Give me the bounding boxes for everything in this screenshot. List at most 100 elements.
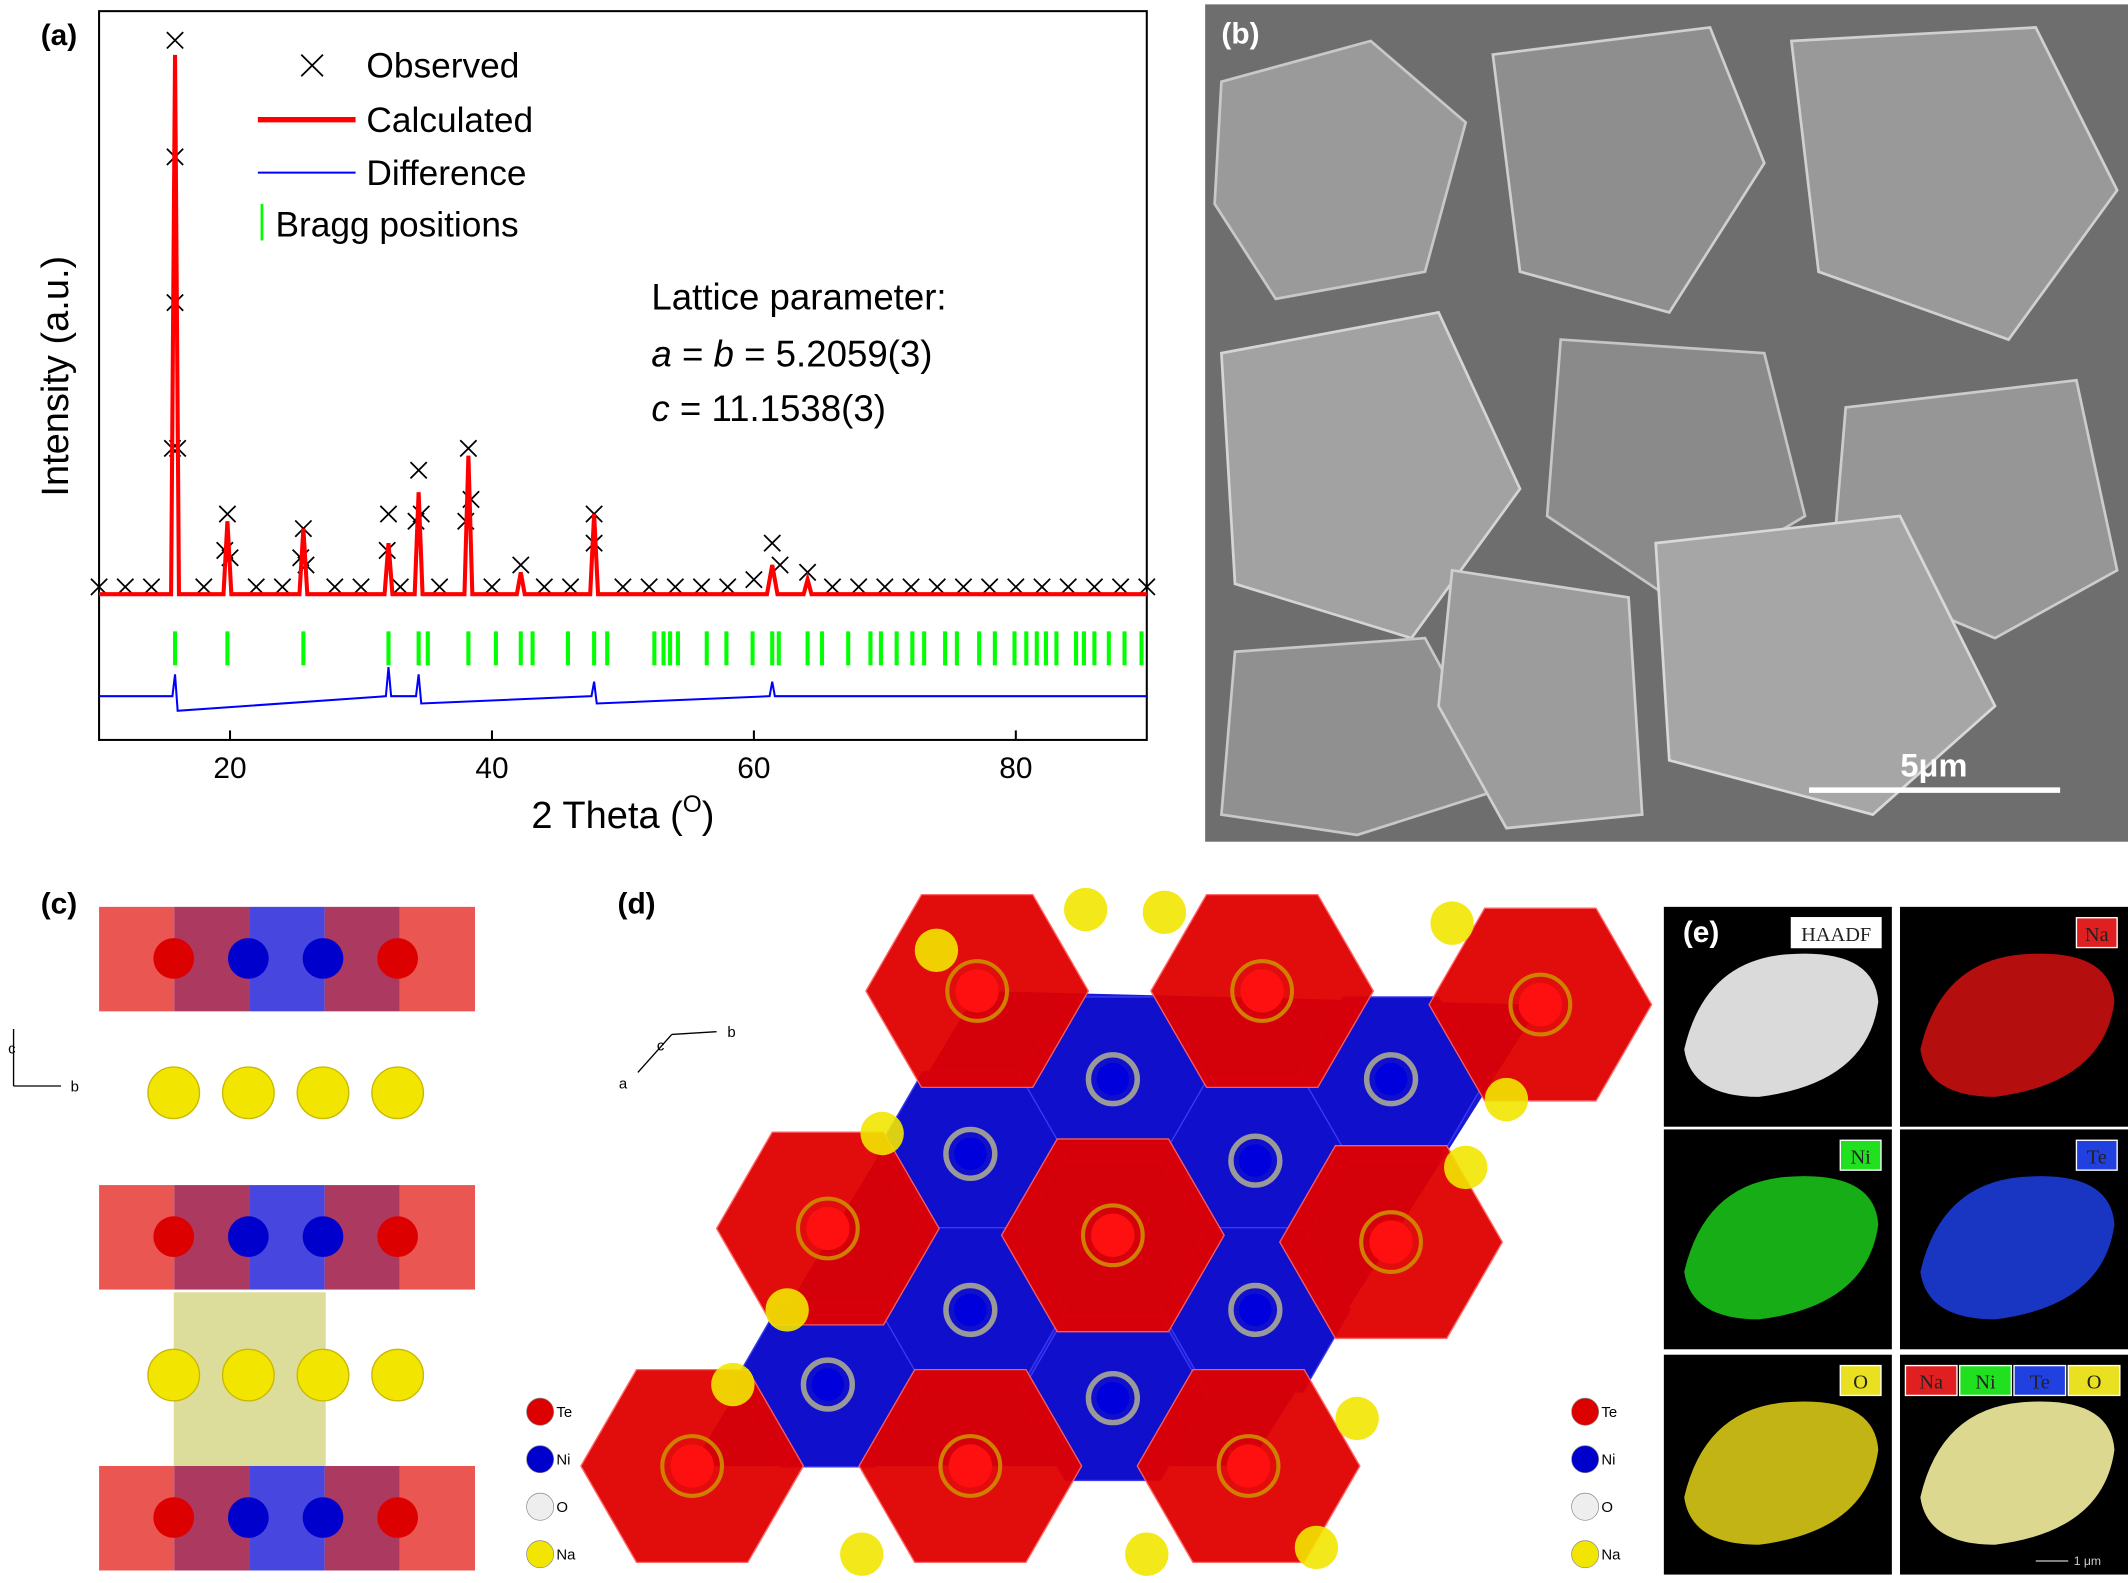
ni-atom — [1096, 1062, 1130, 1096]
ni-atom — [1239, 1144, 1272, 1177]
symbol-c: c — [651, 388, 669, 429]
plot-frame — [98, 10, 1148, 741]
legend-symbol — [300, 53, 324, 77]
map-label: O — [1853, 1372, 1868, 1394]
te-atom — [1518, 982, 1563, 1027]
particle — [1219, 636, 1509, 837]
atom — [302, 938, 344, 979]
x-axis-label-end: ) — [702, 795, 715, 837]
symbol-a: a — [651, 334, 671, 375]
atom — [302, 1216, 344, 1257]
scale-bar-label: 1 μm — [2074, 1554, 2101, 1568]
ring — [800, 1357, 855, 1412]
ring — [795, 1196, 860, 1261]
legend-label: Te — [556, 1404, 572, 1421]
map-label-box — [1839, 1364, 1882, 1397]
annotation-c: c = 11.1538(3) — [651, 388, 886, 429]
atom — [377, 1497, 418, 1538]
chart: 20 40 60 80 Observed Calculated Difference Brag… — [90, 10, 1156, 785]
eds-particle — [1684, 953, 1879, 1097]
scale-bar-label: 5μm — [1900, 748, 1967, 784]
ring — [943, 1126, 998, 1181]
ring — [938, 1434, 1003, 1498]
atom — [302, 1497, 344, 1538]
na-atom — [147, 1348, 201, 1402]
axis-label: a — [619, 1076, 628, 1093]
panel-label: (e) — [1683, 916, 1719, 949]
panel-label: (a) — [41, 19, 77, 52]
overlay-label-box — [2067, 1364, 2121, 1397]
map-label: Ni — [1850, 1146, 1871, 1168]
legend-label: Ni — [1601, 1452, 1615, 1469]
overlay-label-box — [2013, 1364, 2067, 1397]
equals: = — [672, 334, 714, 375]
legend-atom — [526, 1445, 555, 1474]
na-atom — [1142, 890, 1187, 934]
atom — [153, 938, 195, 979]
ring — [1085, 1052, 1140, 1107]
atom — [377, 1216, 418, 1257]
y-axis-label: Intensity (a.u.) — [35, 256, 77, 497]
na-atom — [296, 1066, 350, 1120]
legend-atom — [1571, 1397, 1600, 1426]
legend-label: Observed — [366, 47, 519, 86]
axis-label: c — [657, 1038, 665, 1055]
series-line — [99, 666, 1147, 712]
observed-point — [459, 439, 478, 458]
x-axis-label: 2 Theta (O) — [531, 791, 714, 837]
atom — [228, 1497, 269, 1538]
ring — [943, 1282, 998, 1338]
overlay-label-box — [1959, 1364, 2012, 1397]
na-atom — [1335, 1396, 1379, 1441]
ring — [660, 1434, 725, 1498]
map-label: HAADF — [1801, 924, 1871, 946]
eds-maps: HAADF Na Ni Te O Na Ni Te O 1 μm (e) — [1663, 906, 2128, 1583]
na-atom — [1430, 901, 1474, 945]
te-atom — [1091, 1213, 1135, 1257]
panel-label: (d) — [618, 888, 656, 921]
ring — [1228, 1133, 1283, 1188]
map-label-box — [1790, 917, 1882, 949]
na-atom — [296, 1348, 350, 1402]
ring — [1359, 1210, 1423, 1274]
x-tick-label: 80 — [999, 752, 1032, 785]
particle — [1654, 514, 1997, 817]
observed-point — [512, 556, 530, 574]
ring — [1080, 1203, 1145, 1268]
map-label-box — [1839, 1139, 1882, 1171]
axis-label: b — [727, 1024, 735, 1041]
x-tick-label: 40 — [475, 752, 508, 785]
annotation-title: Lattice parameter: — [651, 277, 946, 318]
na-atom — [1064, 887, 1108, 932]
te-atom — [806, 1206, 850, 1251]
legend-label: Difference — [366, 154, 526, 193]
eds-particle — [1920, 1176, 2115, 1320]
observed-point — [166, 31, 184, 50]
te-atom — [1226, 1444, 1271, 1488]
legend-label: O — [1601, 1499, 1613, 1516]
ring — [1230, 959, 1295, 1023]
observed-point — [763, 534, 781, 552]
atom — [228, 938, 269, 979]
atom — [228, 1216, 269, 1257]
na-atom — [221, 1348, 275, 1402]
na-atom — [221, 1066, 275, 1120]
na-atom — [371, 1348, 425, 1402]
na-atom — [1294, 1525, 1339, 1570]
ni-atom — [954, 1137, 987, 1171]
x-tick-label: 20 — [213, 752, 246, 785]
structure-top-view: (d) b c a Te Ni O Na — [580, 887, 1653, 1576]
ni-atom — [811, 1368, 845, 1401]
na-atom — [914, 928, 959, 972]
ring — [1508, 972, 1573, 1037]
map-label: Te — [2087, 1146, 2107, 1168]
legend-atom — [1571, 1540, 1600, 1569]
particle — [1220, 310, 1522, 640]
ni-atom — [954, 1293, 987, 1327]
map-label-box — [2075, 917, 2118, 949]
ni-atom — [1096, 1381, 1130, 1415]
annotation-ab: a = b = 5.2059(3) — [651, 334, 932, 375]
symbol-b: b — [714, 334, 734, 375]
na-atom — [1125, 1532, 1169, 1576]
